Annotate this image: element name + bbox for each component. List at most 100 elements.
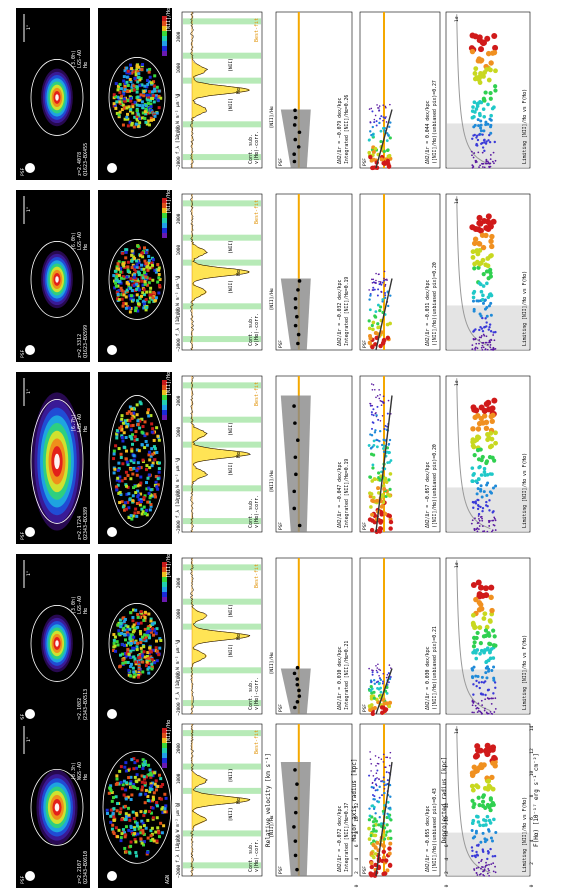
psf-circle	[107, 871, 117, 881]
ratio-pixel	[155, 111, 159, 115]
ratio-pixel	[150, 263, 154, 267]
ratio-pixel	[117, 621, 121, 625]
pixel-point	[388, 829, 392, 833]
ratio-pixel	[129, 797, 133, 801]
pixel-point	[374, 819, 379, 823]
velocity-tick-label: −2000	[176, 338, 182, 352]
limiting-point	[480, 142, 483, 145]
ratio-pixel	[129, 639, 133, 643]
limiting-point	[491, 713, 494, 715]
limiting-point	[471, 240, 478, 247]
limiting-point	[475, 784, 481, 790]
limiting-point	[488, 238, 494, 245]
ratio-pixel	[139, 632, 143, 636]
limiting-point	[486, 530, 489, 533]
ratio-pixel	[142, 271, 146, 275]
ratio-pixel	[124, 825, 128, 829]
agn-label: AGN	[165, 875, 171, 884]
limiting-point	[492, 870, 495, 873]
pixel-point	[371, 421, 374, 424]
limiting-point	[488, 326, 491, 329]
limiting-point	[478, 46, 485, 53]
limiting-point	[485, 226, 492, 233]
radial-bin-point	[293, 853, 298, 858]
ratio-pixel	[134, 122, 138, 126]
integrated-gradient-label: ΔN2/Δr = −0.072 dex/kpc	[337, 805, 343, 872]
limiting-point	[489, 330, 493, 333]
pixel-point	[385, 830, 389, 834]
limiting-point	[482, 346, 485, 349]
ratio-pixel	[135, 766, 139, 770]
ratio-pixel	[124, 457, 128, 461]
limiting-point	[473, 868, 475, 870]
ratio-pixel	[132, 411, 136, 415]
ratio-pixel	[123, 804, 127, 808]
ratio-pixel	[115, 640, 119, 644]
ratio-pixel	[119, 100, 123, 104]
ratio-pixel	[143, 282, 147, 286]
pixel-point	[372, 443, 376, 447]
ratio-pixel	[136, 511, 140, 515]
ratio-pixel	[113, 103, 117, 107]
velocity-tick-label: 1000	[176, 608, 182, 619]
limiting-point	[485, 256, 491, 261]
ratio-pixel	[113, 286, 117, 290]
pixel-point	[381, 281, 384, 284]
limiting-point	[485, 341, 488, 344]
limiting-point	[475, 872, 478, 875]
object-name: Q2343−BX389	[83, 507, 89, 540]
ratio-pixel	[134, 779, 138, 783]
ratio-pixel	[156, 483, 160, 487]
psf-circle	[25, 163, 35, 173]
pixel-point	[371, 110, 374, 113]
limiting-ratio-panel	[445, 723, 531, 877]
limiting-point	[480, 39, 487, 46]
ratio-axis-label: [NII]/Hα	[269, 815, 275, 837]
ratio-pixel	[112, 648, 116, 652]
pixel-point	[383, 292, 386, 295]
ratio-pixel	[155, 451, 159, 455]
limiting-point	[472, 414, 478, 421]
radial-bin-point	[292, 123, 297, 127]
ratio-pixel	[118, 475, 122, 479]
ratio-pixel	[157, 89, 161, 93]
pixel-point	[368, 138, 371, 142]
limiting-point	[488, 869, 490, 872]
ratio-pixel	[133, 828, 137, 832]
ratio-pixel	[148, 90, 152, 94]
limiting-point	[486, 481, 490, 485]
ratio-pixel	[163, 810, 167, 814]
integrated-gradient-label: ΔN2/Δr = −0.079 dex/kpc	[337, 97, 343, 164]
ratio-pixel	[139, 831, 143, 835]
ratio-pixel	[125, 492, 129, 496]
ratio-pixel	[118, 110, 122, 114]
pixel-point	[387, 814, 391, 818]
ratio-pixel	[147, 656, 151, 660]
ratio-pixel	[126, 90, 130, 94]
limiting-point	[471, 299, 475, 303]
limiting-point	[488, 509, 491, 512]
limiting-point	[479, 325, 482, 329]
ratio-pixel	[142, 840, 146, 844]
limiting-point	[474, 635, 479, 641]
ratio-pixel	[148, 466, 152, 470]
ratio-pixel	[126, 112, 130, 116]
ratio-pixel	[119, 270, 123, 274]
limiting-panel-title: Limiting [NII]/Hα vs F(Hα)	[522, 453, 528, 528]
limiting-point	[492, 331, 495, 334]
ratio-pixel	[126, 795, 130, 799]
limiting-point	[489, 301, 493, 305]
ratio-pixel	[115, 291, 119, 295]
ratio-pixel	[146, 101, 150, 105]
ratio-axis-label: [NII]/Hα	[269, 106, 275, 128]
pixel-point	[367, 826, 371, 831]
pixel-point	[371, 289, 374, 291]
halpha-map	[16, 8, 90, 180]
ratio-pixel	[123, 765, 127, 769]
ratio-pixel	[142, 775, 146, 779]
sky-line-band	[183, 564, 261, 571]
pixel-point	[373, 845, 378, 850]
integrated-gradient-label: ΔN2/Δr = −0.047 dex/kpc	[337, 461, 343, 528]
psf-marker-label: PSF	[278, 158, 284, 166]
spectrum-line	[190, 11, 250, 169]
